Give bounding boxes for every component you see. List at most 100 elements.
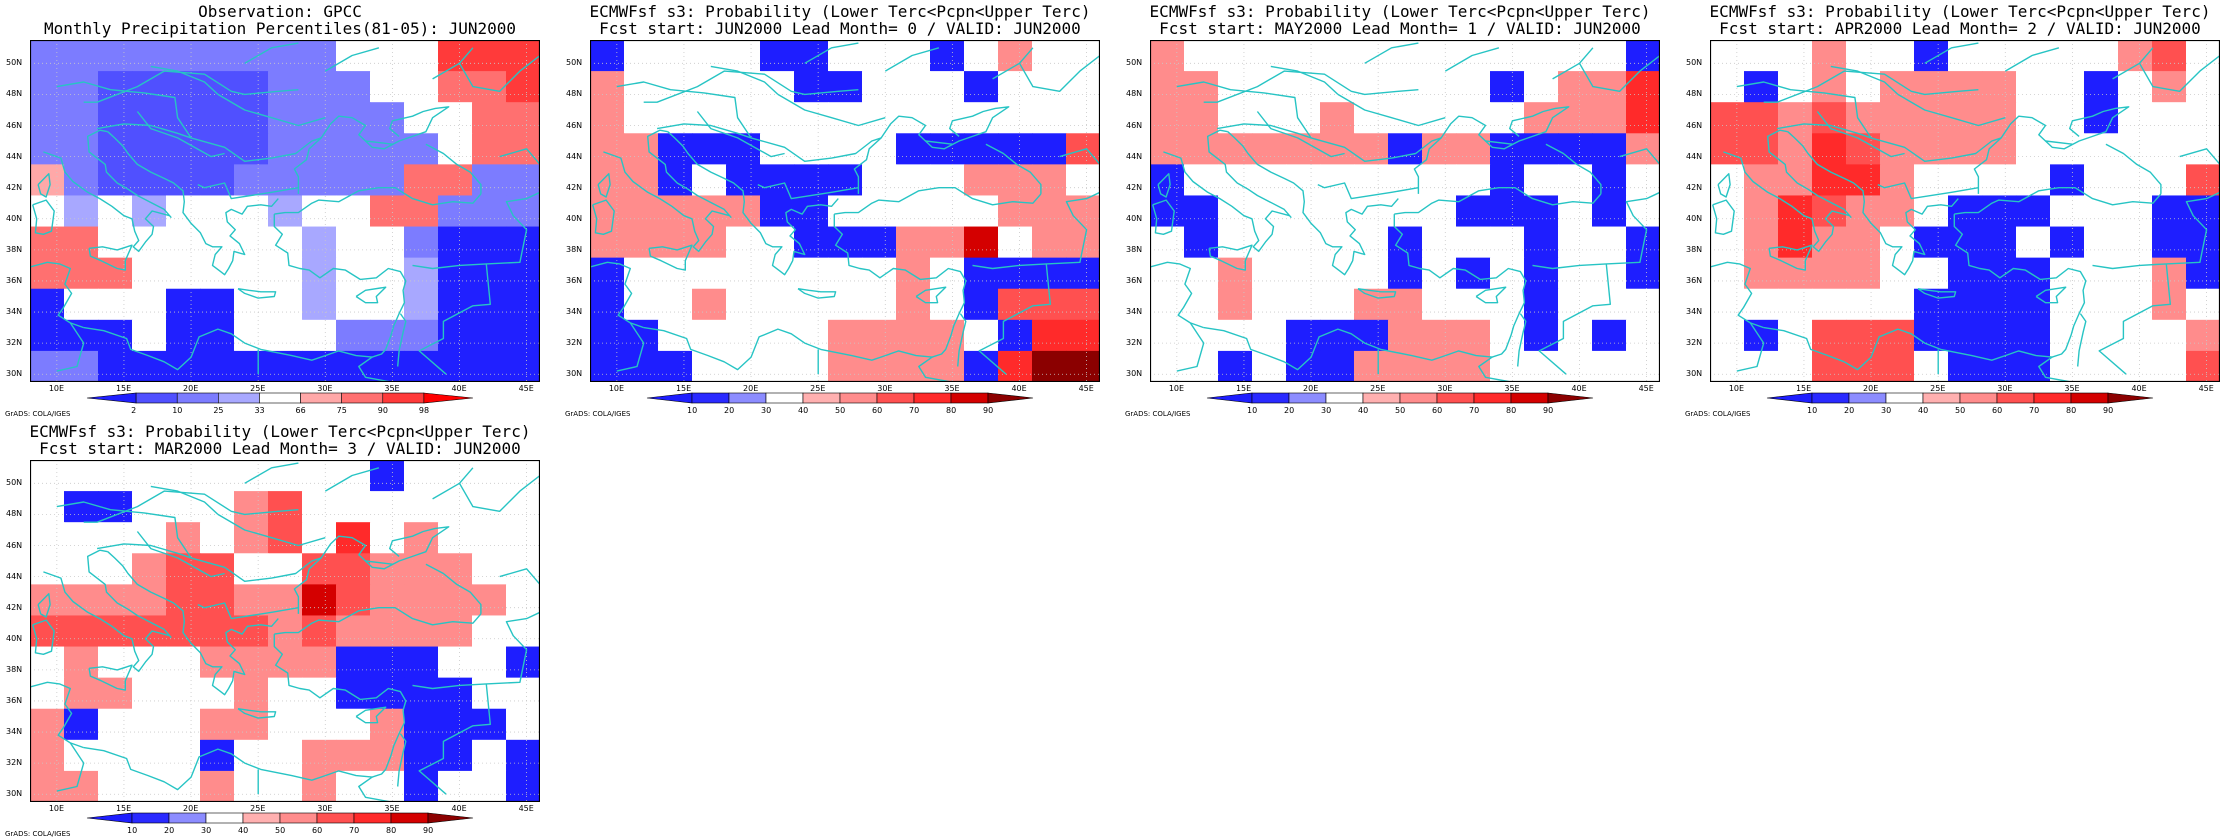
grid-cell [302, 40, 337, 72]
lon-tick-label: 35E [384, 384, 400, 393]
grid-cell [234, 677, 269, 710]
grid-cell [964, 164, 999, 196]
grid-cell [624, 257, 659, 290]
coastline [985, 143, 1042, 194]
coastline [96, 123, 192, 139]
grid-cell [472, 646, 507, 679]
grid-cell [1490, 133, 1525, 165]
grid-cell [1032, 102, 1067, 134]
grid-cell [98, 319, 133, 352]
grid-cell [472, 257, 507, 290]
grid-cell [200, 677, 235, 710]
coastline [217, 93, 326, 127]
colorbar-tick-label: 10 [1807, 406, 1818, 415]
lat-tick-label: 46N [6, 120, 23, 130]
grid-cell [964, 195, 999, 228]
grid-cell [2186, 102, 2220, 134]
colorbar-tick-label: 70 [349, 826, 360, 835]
grid-cell [1218, 319, 1253, 352]
grid-cell [1524, 257, 1559, 290]
grid-cell [166, 40, 201, 72]
coastline [83, 490, 299, 523]
grid-cell [1066, 40, 1100, 72]
grid-cell [506, 164, 540, 196]
coastline [1712, 199, 1735, 236]
grid-cell [302, 350, 337, 382]
grid-cell [1744, 350, 1779, 382]
grid-cell [1150, 164, 1185, 196]
grid-cell [404, 677, 439, 710]
grid-cell [760, 40, 795, 72]
grid-cell [2186, 71, 2220, 103]
grid-cell [438, 40, 473, 72]
grid-cell [930, 226, 965, 259]
grid-cell [794, 319, 829, 352]
grid-cell [1252, 288, 1287, 321]
grid-cell [1524, 319, 1559, 352]
grid-cell [862, 319, 897, 352]
lon-tick-label: 35E [384, 804, 400, 813]
grid-cell [1354, 195, 1389, 228]
grid-cell [1592, 195, 1627, 228]
colorbar-swatch [242, 812, 281, 824]
grid-cell [1982, 226, 2017, 259]
colorbar-swatch [279, 812, 318, 824]
coastline [1830, 65, 1899, 95]
grid-cell [1456, 288, 1491, 321]
grid-cell [166, 257, 201, 290]
grid-cell [302, 288, 337, 321]
grid-cell [1880, 71, 1915, 103]
lon-tick-label: 45E [518, 384, 534, 393]
grid-cell [2050, 226, 2085, 259]
colorbar: 10 20 30 40 50 60 70 80 90 [560, 392, 1120, 415]
grid-cell [1032, 319, 1067, 352]
grid-cell [64, 522, 99, 554]
grid-cell [438, 350, 473, 382]
grid-cell [2016, 288, 2051, 321]
grid-cell [506, 708, 540, 741]
lat-tick-label: 38N [566, 244, 583, 254]
grid-cell [234, 708, 269, 741]
grid-cell [1710, 164, 1745, 196]
coastline [1545, 143, 1602, 194]
grid-cell [370, 195, 405, 228]
grid-cell [438, 677, 473, 710]
grid-cell [234, 257, 269, 290]
colorbar-tick-label: 10 [127, 826, 138, 835]
coastline [1717, 172, 1731, 198]
grid-cell [1422, 71, 1457, 103]
grid-cell [2118, 350, 2153, 382]
coastline [355, 286, 387, 304]
grid-cell [200, 40, 235, 72]
grid-cell [1422, 164, 1457, 196]
coastline [1763, 70, 1979, 103]
grid-cell [1354, 350, 1389, 382]
lon-tick-label: 45E [518, 804, 534, 813]
colorbar-tick-label: 2 [131, 406, 137, 415]
grid-cell [370, 491, 405, 523]
grid-cell [64, 491, 99, 523]
map-svg [1150, 40, 1660, 382]
grid-cell [1846, 226, 1881, 259]
colorbar-swatch [2070, 392, 2109, 404]
grid-cell [1150, 350, 1185, 382]
grid-cell [404, 133, 439, 165]
map-svg [1710, 40, 2220, 382]
grid-cell [166, 460, 201, 492]
grid-cell [2084, 350, 2119, 382]
colorbar-tick-label: 90 [1543, 406, 1554, 415]
grid-cell [794, 164, 829, 196]
lat-tick-label: 48N [6, 509, 23, 519]
grid-cell [1184, 195, 1219, 228]
coastline [1485, 140, 1513, 145]
coastline [136, 111, 225, 158]
grid-cell [2186, 350, 2220, 382]
grid-cell [760, 288, 795, 321]
grid-cell [1320, 164, 1355, 196]
coastline [1150, 261, 1204, 329]
lat-tick-label: 48N [1686, 89, 1703, 99]
grid-cell [98, 708, 133, 741]
grid-cell [1812, 40, 1847, 72]
grid-cell [64, 288, 99, 321]
coastline [1973, 106, 2130, 194]
